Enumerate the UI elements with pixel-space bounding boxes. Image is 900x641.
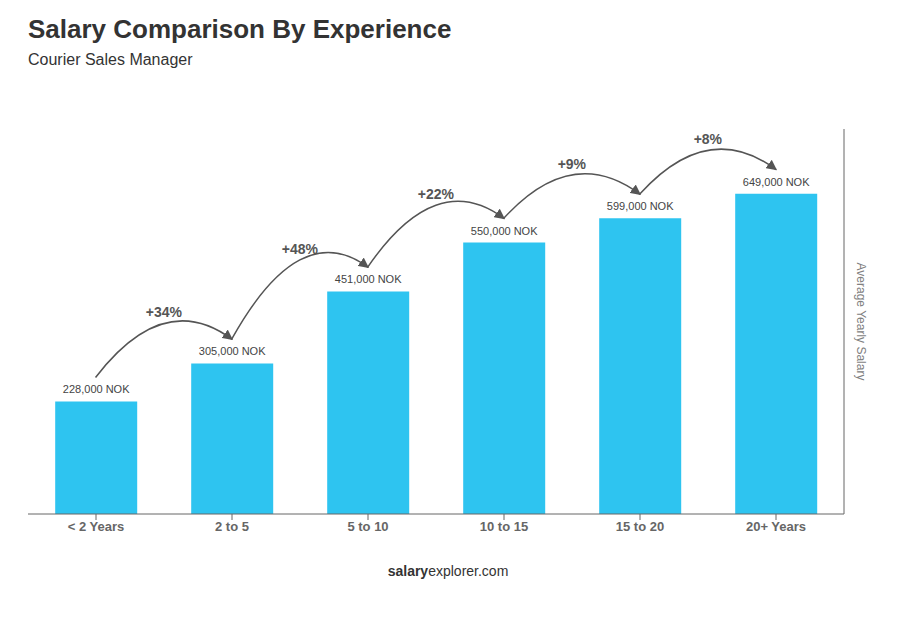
svg-text:550,000 NOK: 550,000 NOK [471, 225, 538, 237]
svg-text:+34%: +34% [146, 304, 183, 320]
svg-text:5 to 10: 5 to 10 [347, 519, 388, 534]
svg-text:15 to 20: 15 to 20 [616, 519, 664, 534]
svg-text:2 to 5: 2 to 5 [215, 519, 249, 534]
html-text:Courier Sales Manager: Courier Sales Manager [28, 51, 193, 68]
svg-text:+9%: +9% [558, 156, 587, 172]
svg-text:649,000 NOK: 649,000 NOK [743, 176, 810, 188]
svg-text:599,000 NOK: 599,000 NOK [607, 200, 674, 212]
svg-text:20+ Years: 20+ Years [746, 519, 806, 534]
svg-text:10 to 15: 10 to 15 [480, 519, 528, 534]
svg-text:451,000 NOK: 451,000 NOK [335, 273, 402, 285]
svg-text:+48%: +48% [282, 241, 319, 257]
svg-text:228,000 NOK: 228,000 NOK [63, 383, 130, 395]
svg-text:+8%: +8% [694, 131, 723, 147]
svg-text:Average Yearly Salary: Average Yearly Salary [854, 263, 868, 381]
html-text:Salary Comparison By Experienc: Salary Comparison By Experience [28, 14, 452, 44]
html-text:salary explorer.com: salary explorer.com [387, 563, 509, 579]
svg-text:305,000 NOK: 305,000 NOK [199, 345, 266, 357]
svg-text:< 2 Years: < 2 Years [68, 519, 125, 534]
svg-text:+22%: +22% [418, 186, 455, 202]
